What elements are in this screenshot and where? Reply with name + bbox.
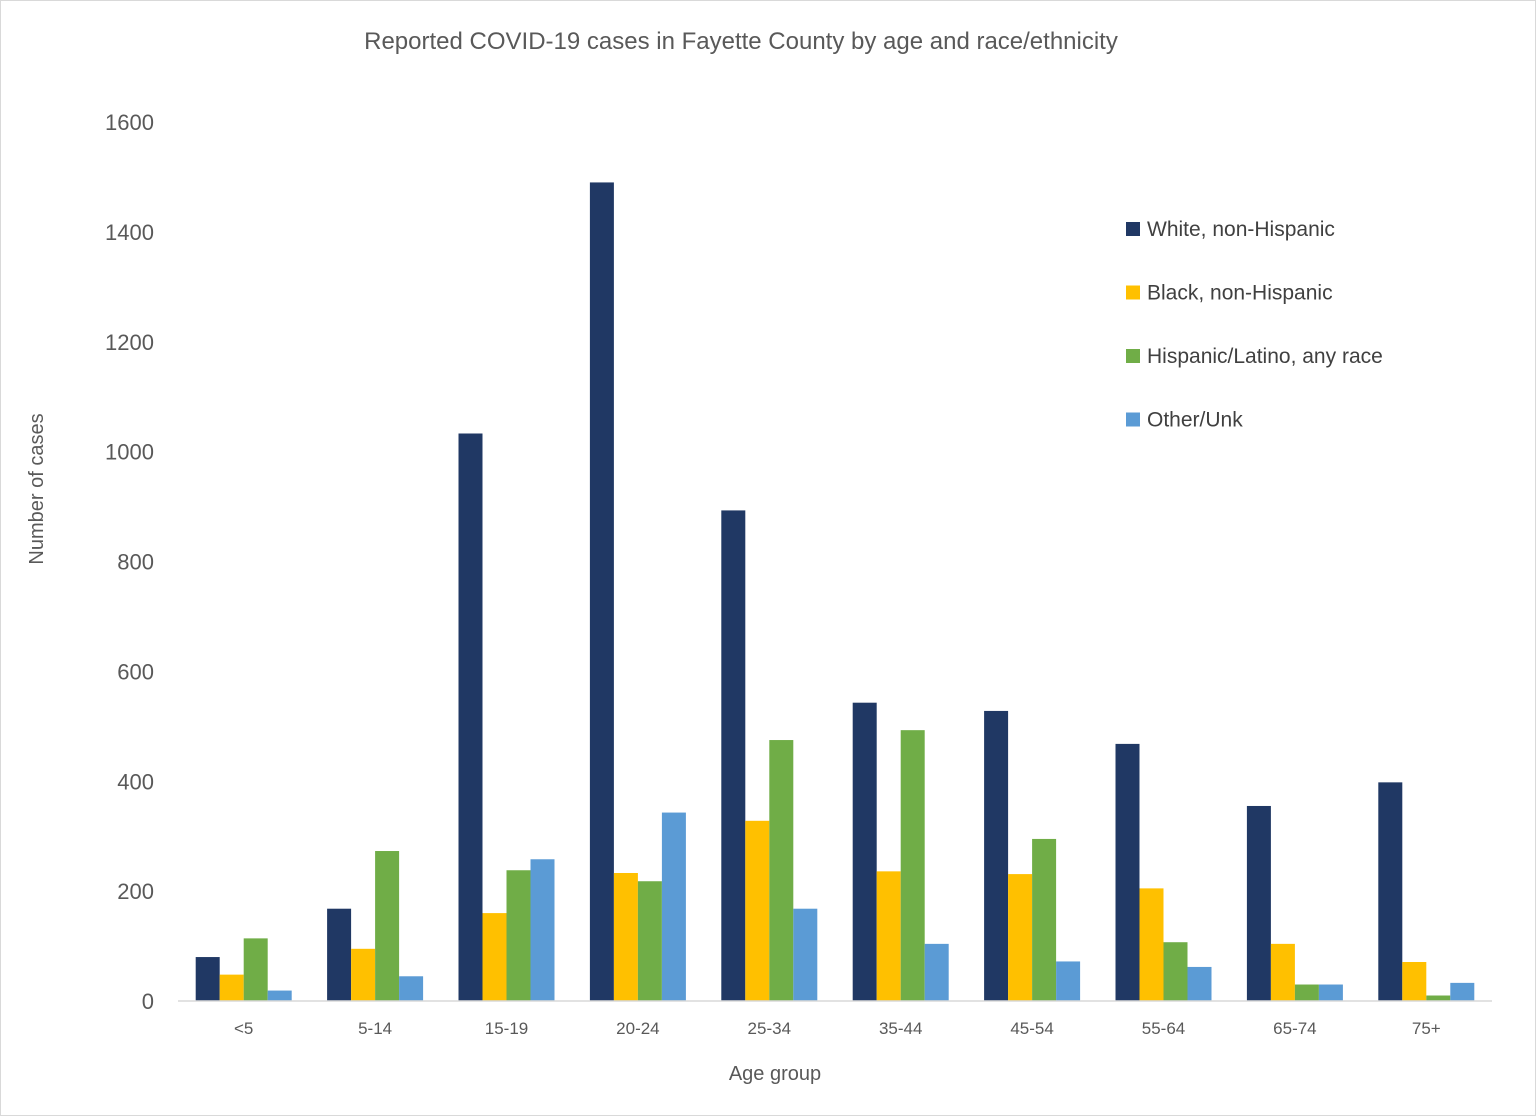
- x-tick-label: 35-44: [879, 1019, 922, 1038]
- bar-other-unk-1: [399, 976, 424, 1001]
- legend-swatch: [1126, 349, 1140, 363]
- bar-black-non-hispanic-7: [1139, 888, 1164, 1001]
- bar-hispanic-latino-any-race-0: [243, 938, 268, 1001]
- y-tick-label: 1200: [105, 330, 154, 355]
- bar-hispanic-latino-any-race-2: [506, 870, 531, 1001]
- y-tick-label: 0: [142, 989, 154, 1014]
- chart-title: Reported COVID-19 cases in Fayette Count…: [364, 28, 1118, 55]
- bar-white-non-hispanic-5: [852, 702, 877, 1001]
- x-axis-label: Age group: [729, 1063, 821, 1085]
- bar-black-non-hispanic-6: [1008, 874, 1033, 1001]
- legend-label: Other/Unk: [1147, 409, 1243, 432]
- x-tick-label: <5: [234, 1019, 253, 1038]
- bar-white-non-hispanic-7: [1115, 743, 1140, 1001]
- bar-hispanic-latino-any-race-3: [637, 881, 662, 1001]
- bar-white-non-hispanic-2: [458, 433, 483, 1002]
- legend-label: Hispanic/Latino, any race: [1147, 345, 1383, 368]
- bar-hispanic-latino-any-race-7: [1163, 942, 1188, 1001]
- bar-black-non-hispanic-5: [876, 871, 901, 1001]
- y-tick-label: 1000: [105, 440, 154, 465]
- bar-other-unk-7: [1187, 966, 1212, 1001]
- bar-white-non-hispanic-9: [1378, 782, 1403, 1001]
- x-tick-label: 20-24: [616, 1019, 659, 1038]
- bar-hispanic-latino-any-race-9: [1426, 995, 1451, 1001]
- bar-black-non-hispanic-4: [745, 820, 770, 1001]
- bar-white-non-hispanic-0: [195, 957, 220, 1001]
- x-tick-label: 55-64: [1142, 1019, 1185, 1038]
- bar-other-unk-6: [1056, 961, 1081, 1001]
- bar-other-unk-0: [267, 990, 292, 1001]
- bar-hispanic-latino-any-race-5: [900, 730, 925, 1001]
- x-tick-label: 75+: [1412, 1019, 1441, 1038]
- y-tick-label: 400: [117, 769, 154, 794]
- bar-other-unk-8: [1318, 984, 1343, 1001]
- legend-swatch: [1126, 222, 1140, 236]
- bar-white-non-hispanic-6: [984, 710, 1009, 1001]
- bar-black-non-hispanic-1: [351, 948, 376, 1001]
- x-tick-label: 25-34: [748, 1019, 791, 1038]
- legend-swatch: [1126, 412, 1140, 427]
- legend-swatch: [1126, 285, 1140, 300]
- bar-hispanic-latino-any-race-8: [1294, 984, 1319, 1001]
- y-tick-label: 600: [117, 659, 154, 684]
- bar-black-non-hispanic-8: [1270, 943, 1295, 1001]
- bar-hispanic-latino-any-race-1: [375, 851, 400, 1001]
- x-tick-label: 5-14: [358, 1019, 392, 1038]
- bar-black-non-hispanic-2: [482, 913, 507, 1001]
- bar-white-non-hispanic-8: [1246, 805, 1271, 1001]
- bars: [195, 182, 1475, 1002]
- x-tick-label: 15-19: [485, 1019, 528, 1038]
- x-axis-ticks: <5 5-14 15-19 20-24 25-34 35-44 45-54 55-64 65-7…: [234, 1019, 1441, 1038]
- x-tick-label: 65-74: [1273, 1019, 1316, 1038]
- bar-black-non-hispanic-3: [613, 872, 638, 1001]
- bar-black-non-hispanic-9: [1402, 961, 1427, 1001]
- y-tick-label: 1600: [105, 110, 154, 135]
- bar-black-non-hispanic-0: [219, 974, 244, 1001]
- y-tick-label: 800: [117, 550, 154, 575]
- bar-other-unk-9: [1450, 982, 1475, 1001]
- bar-other-unk-2: [530, 859, 555, 1001]
- legend-label: White, non-Hispanic: [1147, 218, 1335, 241]
- x-tick-label: 45-54: [1010, 1019, 1053, 1038]
- bar-white-non-hispanic-1: [327, 908, 352, 1001]
- legend-label: Black, non-Hispanic: [1147, 282, 1333, 305]
- y-axis-ticks: 0 200 400 600 800 1000 1200 1400 1600: [105, 110, 154, 1014]
- legend: White, non-Hispanic Black, non-Hispanic Hi…: [1126, 218, 1383, 432]
- y-tick-label: 200: [117, 879, 154, 904]
- y-tick-label: 1400: [105, 220, 154, 245]
- bar-other-unk-3: [661, 812, 686, 1001]
- bar-white-non-hispanic-3: [589, 182, 614, 1001]
- bar-white-non-hispanic-4: [721, 510, 746, 1001]
- y-axis-label: Number of cases: [26, 413, 48, 564]
- bar-other-unk-5: [924, 943, 949, 1001]
- bar-hispanic-latino-any-race-6: [1032, 838, 1057, 1001]
- bar-other-unk-4: [793, 908, 818, 1001]
- bar-hispanic-latino-any-race-4: [769, 740, 794, 1001]
